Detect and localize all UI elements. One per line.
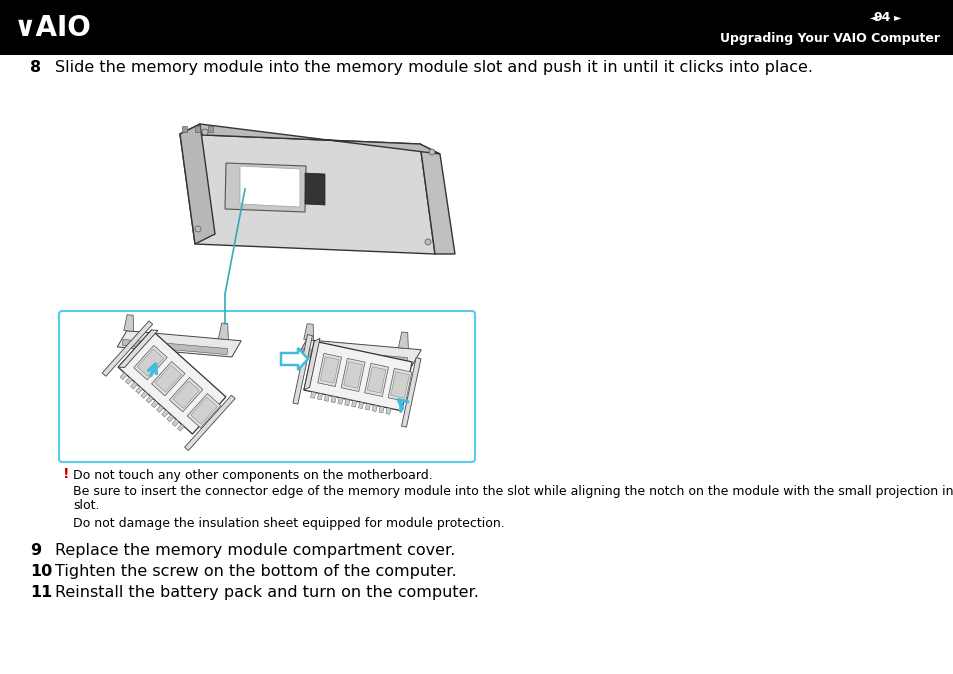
Polygon shape bbox=[118, 330, 226, 434]
Polygon shape bbox=[152, 361, 185, 396]
Polygon shape bbox=[156, 405, 163, 412]
Polygon shape bbox=[310, 392, 315, 398]
Polygon shape bbox=[317, 353, 341, 386]
Polygon shape bbox=[365, 403, 370, 410]
Polygon shape bbox=[364, 363, 388, 396]
Polygon shape bbox=[297, 340, 421, 366]
Polygon shape bbox=[331, 396, 335, 403]
Text: Be sure to insert the connector edge of the memory module into the slot while al: Be sure to insert the connector edge of … bbox=[73, 485, 953, 498]
Polygon shape bbox=[388, 369, 412, 402]
Text: ◄: ◄ bbox=[869, 13, 877, 23]
Text: Do not touch any other components on the motherboard.: Do not touch any other components on the… bbox=[73, 469, 433, 482]
Polygon shape bbox=[281, 348, 308, 370]
Polygon shape bbox=[419, 144, 455, 254]
FancyBboxPatch shape bbox=[59, 311, 475, 462]
Text: Do not damage the insulation sheet equipped for module protection.: Do not damage the insulation sheet equip… bbox=[73, 517, 504, 530]
Polygon shape bbox=[185, 395, 235, 450]
Text: ►: ► bbox=[893, 13, 901, 23]
Text: Reinstall the battery pack and turn on the computer.: Reinstall the battery pack and turn on t… bbox=[55, 585, 478, 600]
Polygon shape bbox=[304, 338, 319, 390]
Text: !: ! bbox=[63, 467, 70, 481]
Text: 10: 10 bbox=[30, 564, 52, 579]
Polygon shape bbox=[180, 124, 439, 154]
Text: Replace the memory module compartment cover.: Replace the memory module compartment co… bbox=[55, 543, 455, 558]
Polygon shape bbox=[177, 424, 184, 431]
Text: 11: 11 bbox=[30, 585, 52, 600]
Polygon shape bbox=[180, 134, 435, 254]
Text: slot.: slot. bbox=[73, 499, 99, 512]
Polygon shape bbox=[102, 321, 152, 376]
Text: 9: 9 bbox=[30, 543, 41, 558]
Polygon shape bbox=[305, 173, 325, 205]
Polygon shape bbox=[317, 393, 322, 400]
Polygon shape bbox=[398, 332, 408, 348]
Polygon shape bbox=[391, 372, 409, 398]
Circle shape bbox=[194, 226, 201, 232]
Polygon shape bbox=[302, 348, 407, 363]
Polygon shape bbox=[172, 381, 199, 408]
Polygon shape bbox=[352, 400, 356, 407]
Polygon shape bbox=[133, 346, 167, 379]
Polygon shape bbox=[304, 341, 412, 411]
Polygon shape bbox=[385, 408, 391, 415]
Polygon shape bbox=[146, 396, 152, 403]
Polygon shape bbox=[118, 330, 158, 367]
Polygon shape bbox=[141, 391, 148, 398]
Polygon shape bbox=[152, 400, 158, 408]
Circle shape bbox=[202, 129, 208, 135]
Polygon shape bbox=[180, 124, 214, 244]
Polygon shape bbox=[372, 405, 376, 412]
Polygon shape bbox=[135, 386, 143, 394]
Polygon shape bbox=[225, 163, 306, 212]
Polygon shape bbox=[401, 358, 420, 427]
Polygon shape bbox=[337, 398, 343, 404]
Polygon shape bbox=[378, 406, 384, 413]
Polygon shape bbox=[303, 324, 314, 340]
Polygon shape bbox=[358, 402, 363, 408]
Polygon shape bbox=[320, 357, 338, 383]
Polygon shape bbox=[367, 367, 386, 393]
Polygon shape bbox=[324, 395, 329, 401]
Bar bbox=[194, 126, 200, 132]
Polygon shape bbox=[155, 365, 181, 392]
Polygon shape bbox=[343, 362, 362, 388]
Text: Slide the memory module into the memory module slot and push it in until it clic: Slide the memory module into the memory … bbox=[55, 60, 812, 75]
Polygon shape bbox=[120, 373, 127, 379]
Bar bbox=[208, 126, 213, 132]
Polygon shape bbox=[137, 349, 164, 376]
Polygon shape bbox=[344, 399, 350, 406]
Polygon shape bbox=[170, 377, 203, 412]
Polygon shape bbox=[117, 331, 241, 357]
Polygon shape bbox=[167, 415, 173, 422]
Bar bbox=[182, 126, 187, 132]
Polygon shape bbox=[125, 377, 132, 384]
Text: 94: 94 bbox=[872, 11, 890, 24]
Polygon shape bbox=[341, 359, 365, 392]
Bar bbox=[0, 0, 953, 55]
Polygon shape bbox=[122, 340, 228, 355]
Text: Upgrading Your VAIO Computer: Upgrading Your VAIO Computer bbox=[720, 32, 939, 45]
Circle shape bbox=[429, 149, 435, 155]
Polygon shape bbox=[124, 315, 133, 332]
Text: Tighten the screw on the bottom of the computer.: Tighten the screw on the bottom of the c… bbox=[55, 564, 456, 579]
Text: 8: 8 bbox=[30, 60, 41, 75]
Polygon shape bbox=[191, 397, 217, 425]
Polygon shape bbox=[131, 382, 137, 389]
Polygon shape bbox=[172, 419, 179, 427]
Text: ∨AIO: ∨AIO bbox=[14, 13, 91, 42]
Polygon shape bbox=[240, 166, 299, 207]
Polygon shape bbox=[187, 394, 220, 428]
Circle shape bbox=[424, 239, 431, 245]
Polygon shape bbox=[293, 334, 312, 404]
Polygon shape bbox=[161, 410, 169, 417]
Polygon shape bbox=[218, 323, 228, 340]
